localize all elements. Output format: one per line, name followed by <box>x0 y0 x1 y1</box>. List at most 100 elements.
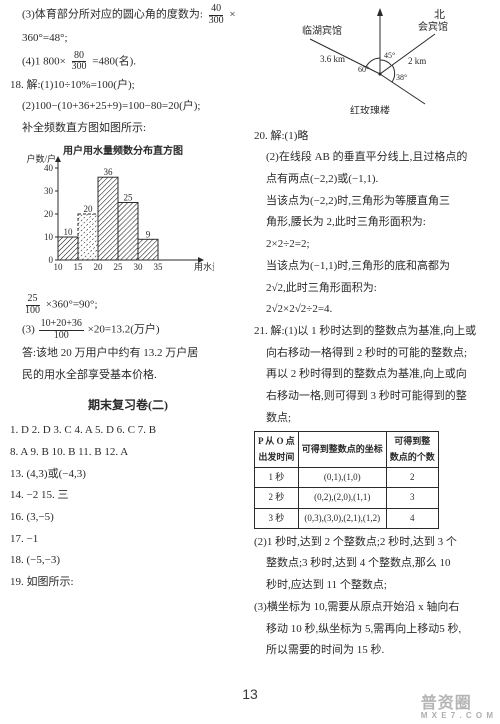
svg-text:10: 10 <box>44 232 54 242</box>
table-cell: 3 <box>386 488 438 508</box>
text-line: 17. −1 <box>10 530 246 549</box>
svg-text:20: 20 <box>94 262 104 272</box>
table-cell: 1 秒 <box>255 467 299 487</box>
text-line: 1. D 2. D 3. C 4. A 5. D 6. C 7. B <box>10 421 246 440</box>
table-header: 可得到整数点的坐标 <box>298 432 386 468</box>
text-line: 民的用水全部享受基本价格. <box>10 366 246 385</box>
svg-text:15: 15 <box>74 262 84 272</box>
text-line: (3)体育部分所对应的圆心角的度数为: 40 300 × <box>10 4 246 26</box>
text-line: (4)1 800× 80 300 =480(名). <box>10 51 246 73</box>
text: (3)体育部分所对应的圆心角的度数为: <box>22 9 203 21</box>
table-row: 1 秒(0,1),(1,0)2 <box>255 467 439 487</box>
text-line: (2)1 秒时,达到 2 个整数点;2 秒时,达到 3 个 <box>254 533 490 552</box>
svg-text:40: 40 <box>44 163 54 173</box>
table-cell: (0,2),(2,0),(1,1) <box>298 488 386 508</box>
text-line: 20. 解:(1)略 <box>254 127 490 146</box>
table-row: 3 秒(0,3),(3,0),(2,1),(1,2)4 <box>255 508 439 528</box>
text-line: (2)100−(10+36+25+9)=100−80=20(户); <box>10 97 246 116</box>
svg-text:2 km: 2 km <box>408 56 426 66</box>
text: × <box>229 9 235 21</box>
svg-text:38°: 38° <box>396 73 407 82</box>
text-line: 8. A 9. B 10. B 11. B 12. A <box>10 443 246 462</box>
text-line: 25 100 ×360°=90°; <box>10 294 246 316</box>
text: =480(名). <box>92 55 136 67</box>
text-line: 右移动一格,则可得到 3 秒时可能得到的整 <box>254 387 490 406</box>
map-svg: 北临湖宾馆 3.6 km 会宾馆 2 km 红玫瑰楼 60° 45° 38° <box>260 4 480 114</box>
text-line: 所以需要的时间为 15 秒. <box>254 641 490 660</box>
table-row: 2 秒(0,2),(2,0),(1,1)3 <box>255 488 439 508</box>
svg-text:25: 25 <box>114 262 124 272</box>
fraction: 10+20+36 100 <box>39 319 84 341</box>
text-line: (3) 10+20+36 100 ×20=13.2(万户) <box>10 319 246 341</box>
svg-text:20: 20 <box>84 204 94 214</box>
svg-text:20: 20 <box>44 209 54 219</box>
left-column: (3)体育部分所对应的圆心角的度数为: 40 300 × 360°=48°; (… <box>6 4 250 663</box>
svg-text:北: 北 <box>434 8 445 21</box>
svg-text:10: 10 <box>64 227 74 237</box>
svg-text:9: 9 <box>146 229 151 239</box>
svg-text:35: 35 <box>154 262 164 272</box>
svg-text:用户用水量频数分布直方图: 用户用水量频数分布直方图 <box>62 144 183 157</box>
svg-text:临湖宾馆: 临湖宾馆 <box>302 24 342 37</box>
svg-text:36: 36 <box>104 167 114 177</box>
text-line: 当该点为(−1,1)时,三角形的底和高都为 <box>254 257 490 276</box>
svg-text:30: 30 <box>44 186 54 196</box>
text-line: 16. (3,−5) <box>10 508 246 527</box>
text: ×360°=90°; <box>46 299 98 311</box>
text-line: 2√2×2√2÷2=4. <box>254 300 490 319</box>
table-cell: 2 秒 <box>255 488 299 508</box>
text-line: 答:该地 20 万用户中约有 13.2 万户居 <box>10 344 246 363</box>
watermark-sub: M X E 7 . C O M <box>421 711 494 720</box>
text-line: 13. (4,3)或(−4,3) <box>10 465 246 484</box>
fraction: 25 100 <box>23 294 42 316</box>
svg-text:45°: 45° <box>384 51 395 60</box>
table-cell: 4 <box>386 508 438 528</box>
text-line: 18. (−5,−3) <box>10 551 246 570</box>
svg-text:3.6 km: 3.6 km <box>320 54 345 64</box>
fraction: 40 300 <box>207 4 226 26</box>
text-line: 14. −2 15. 三 <box>10 486 246 505</box>
text-line: 补全频数直方图如图所示: <box>10 119 246 138</box>
text-line: 2×2÷2=2; <box>254 235 490 254</box>
watermark: 普资圈 M X E 7 . C O M <box>421 689 494 720</box>
fraction: 80 300 <box>70 51 89 73</box>
histogram-chart: 用户用水量频数分布直方图户数/户010203040101020153620252… <box>24 142 246 289</box>
text-line: 2√2,此时三角形面积为: <box>254 279 490 298</box>
svg-text:10: 10 <box>54 262 64 272</box>
svg-text:30: 30 <box>134 262 144 272</box>
table-cell: 2 <box>386 467 438 487</box>
svg-text:会宾馆: 会宾馆 <box>418 20 448 33</box>
text-line: 秒时,应达到 11 个整数点; <box>254 576 490 595</box>
svg-text:25: 25 <box>124 192 134 202</box>
text-line: 21. 解:(1)以 1 秒时达到的整数点为基准,向上或 <box>254 322 490 341</box>
coordinate-table: P 从 O 点出发时间可得到整数点的坐标可得到整数点的个数1 秒(0,1),(1… <box>254 431 439 528</box>
text-line: (3)横坐标为 10,需要从原点开始沿 x 轴向右 <box>254 598 490 617</box>
table-cell: (0,1),(1,0) <box>298 467 386 487</box>
text-line: 19. 如图所示: <box>10 573 246 592</box>
text-line: 移动 10 秒,纵坐标为 5,需再向上移动5 秒, <box>254 620 490 639</box>
watermark-main: 普资圈 <box>421 695 472 712</box>
text-line: 360°=48°; <box>10 29 246 48</box>
text: ×20=13.2(万户) <box>88 324 160 336</box>
svg-text:60°: 60° <box>358 65 369 74</box>
text: (4)1 800× <box>22 55 66 67</box>
page-number: 13 <box>242 686 258 702</box>
table-cell: 3 秒 <box>255 508 299 528</box>
text: (3) <box>22 324 35 336</box>
table-header: 可得到整数点的个数 <box>386 432 438 468</box>
histogram-svg: 用户用水量频数分布直方图户数/户010203040101020153620252… <box>24 142 214 282</box>
right-column: 北临湖宾馆 3.6 km 会宾馆 2 km 红玫瑰楼 60° 45° 38° 20. 解:(1… <box>250 4 494 663</box>
svg-text:用水量/吨: 用水量/吨 <box>194 261 214 272</box>
section-title: 期末复习卷(二) <box>10 395 246 415</box>
table-cell: (0,3),(3,0),(2,1),(1,2) <box>298 508 386 528</box>
text-line: 再以 2 秒时得到的整数点为基准,向上或向 <box>254 365 490 384</box>
text-line: 18. 解:(1)10÷10%=100(户); <box>10 76 246 95</box>
map-diagram: 北临湖宾馆 3.6 km 会宾馆 2 km 红玫瑰楼 60° 45° 38° <box>260 4 490 121</box>
text-line: 当该点为(−2,2)时,三角形为等腰直角三 <box>254 192 490 211</box>
table-header: P 从 O 点出发时间 <box>255 432 299 468</box>
text-line: 整数点;3 秒时,达到 4 个整数点,那么 10 <box>254 554 490 573</box>
text-line: (2)在线段 AB 的垂直平分线上,且过格点的 <box>254 148 490 167</box>
text-line: 角形,腰长为 2,此时三角形面积为: <box>254 213 490 232</box>
text-line: 向右移动一格得到 2 秒时的可能的整数点; <box>254 344 490 363</box>
svg-text:红玫瑰楼: 红玫瑰楼 <box>350 104 390 114</box>
